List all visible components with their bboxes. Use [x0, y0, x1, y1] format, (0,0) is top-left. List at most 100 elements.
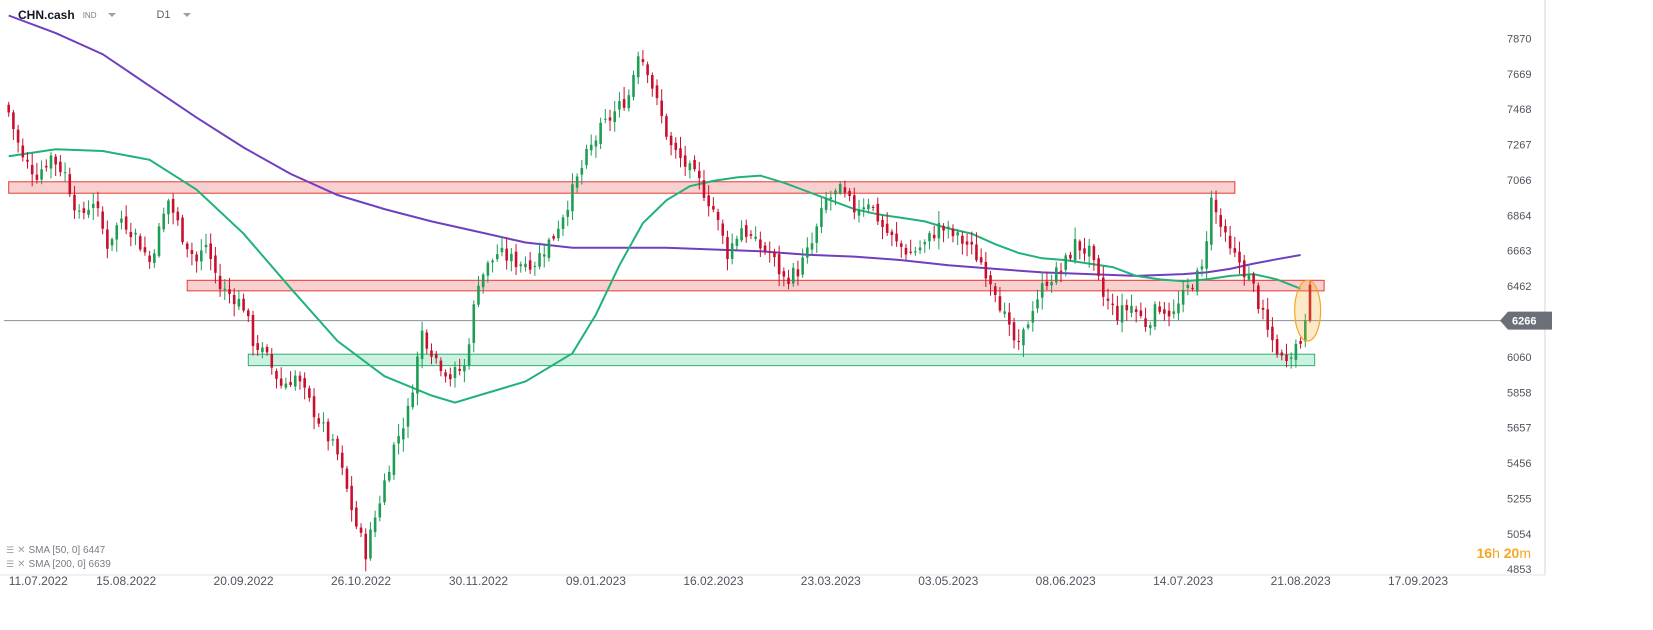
candle-body [1224, 226, 1227, 233]
candle [406, 398, 410, 439]
candle-body [688, 163, 692, 171]
candle-body [524, 263, 527, 268]
candle-body [303, 378, 306, 388]
symbol-name[interactable]: CHN.cash [18, 8, 75, 22]
y-tick-label: 5255 [1507, 493, 1531, 505]
candle [1125, 299, 1129, 321]
candle-body [251, 315, 255, 347]
candle-body [1214, 199, 1218, 213]
candle-body [655, 85, 659, 99]
candle [223, 279, 227, 300]
candle [298, 371, 302, 390]
candle [1092, 244, 1096, 271]
countdown-hours: 16 [1476, 545, 1493, 561]
candle-body [1304, 320, 1307, 342]
candle [763, 241, 767, 255]
candle-body [1280, 352, 1284, 356]
candle-body [331, 439, 335, 441]
candle-body [101, 211, 104, 229]
candle [697, 162, 701, 190]
candle [218, 263, 222, 297]
candle [350, 476, 353, 522]
candle [1040, 271, 1044, 310]
candle [1172, 299, 1176, 319]
candle [1219, 208, 1223, 237]
candle [331, 433, 335, 446]
eye-icon[interactable]: ☰ [6, 559, 15, 569]
candle [1308, 280, 1312, 323]
candle-body [726, 237, 729, 260]
candle-body [773, 251, 776, 258]
candle [402, 417, 405, 452]
candle-body [1299, 340, 1302, 344]
candle-body [477, 285, 480, 305]
candle [340, 445, 344, 476]
candle-body [510, 253, 513, 262]
candle-body [1210, 197, 1213, 245]
candle [712, 197, 715, 213]
candle-body [622, 99, 626, 108]
candle [702, 169, 706, 202]
candle-body [68, 174, 72, 195]
candle-body [862, 207, 865, 210]
candle [1289, 352, 1293, 369]
candle [740, 220, 743, 243]
timeframe-dropdown-icon[interactable] [182, 13, 191, 17]
x-tick-label: 16.02.2023 [683, 574, 743, 588]
candle-body [956, 232, 959, 236]
candle [1073, 227, 1077, 264]
candle-body [171, 198, 175, 213]
candle [59, 155, 62, 177]
candle-body [54, 156, 57, 165]
candle-body [979, 257, 983, 263]
candle [693, 155, 696, 172]
candle [143, 236, 147, 256]
candle-body [566, 209, 570, 217]
candle [1111, 293, 1114, 316]
close-icon[interactable]: ✕ [17, 545, 26, 556]
candle-body [815, 226, 819, 243]
candlesticks [7, 50, 1322, 572]
candle [815, 223, 819, 253]
candle-body [87, 209, 90, 215]
candle-body [383, 480, 386, 503]
candle-body [148, 255, 151, 262]
candle [439, 357, 443, 377]
candle-body [632, 74, 635, 97]
candle [730, 233, 734, 265]
candle-body [575, 176, 579, 188]
candle [293, 370, 297, 391]
candle-body [871, 206, 875, 208]
candle-body [157, 226, 161, 256]
candle-body [1040, 283, 1044, 298]
candle [181, 214, 184, 245]
candle [411, 384, 415, 410]
candle [495, 244, 499, 262]
y-tick-label: 6663 [1507, 246, 1531, 258]
candle-body [918, 247, 922, 251]
candle-body [514, 251, 518, 268]
timeframe-label[interactable]: D1 [156, 9, 171, 21]
candle [157, 222, 161, 258]
candle-body [646, 64, 649, 76]
candle-body [491, 260, 494, 263]
candle [575, 173, 579, 193]
candle [1285, 343, 1288, 368]
x-tick-label: 26.10.2022 [331, 574, 391, 588]
candle-body [782, 271, 786, 277]
candle [326, 418, 330, 451]
candle [1130, 294, 1133, 318]
candle [519, 261, 523, 273]
eye-icon[interactable]: ☰ [6, 545, 15, 555]
symbol-dropdown-icon[interactable] [108, 13, 117, 17]
candle [463, 358, 466, 383]
candle-body [176, 211, 180, 221]
candle [993, 282, 997, 303]
candle [26, 152, 29, 169]
close-icon[interactable]: ✕ [17, 559, 26, 570]
candle-body [439, 360, 443, 372]
candle [946, 220, 950, 239]
y-tick-label: 7066 [1507, 175, 1531, 187]
candle-body [791, 267, 795, 284]
